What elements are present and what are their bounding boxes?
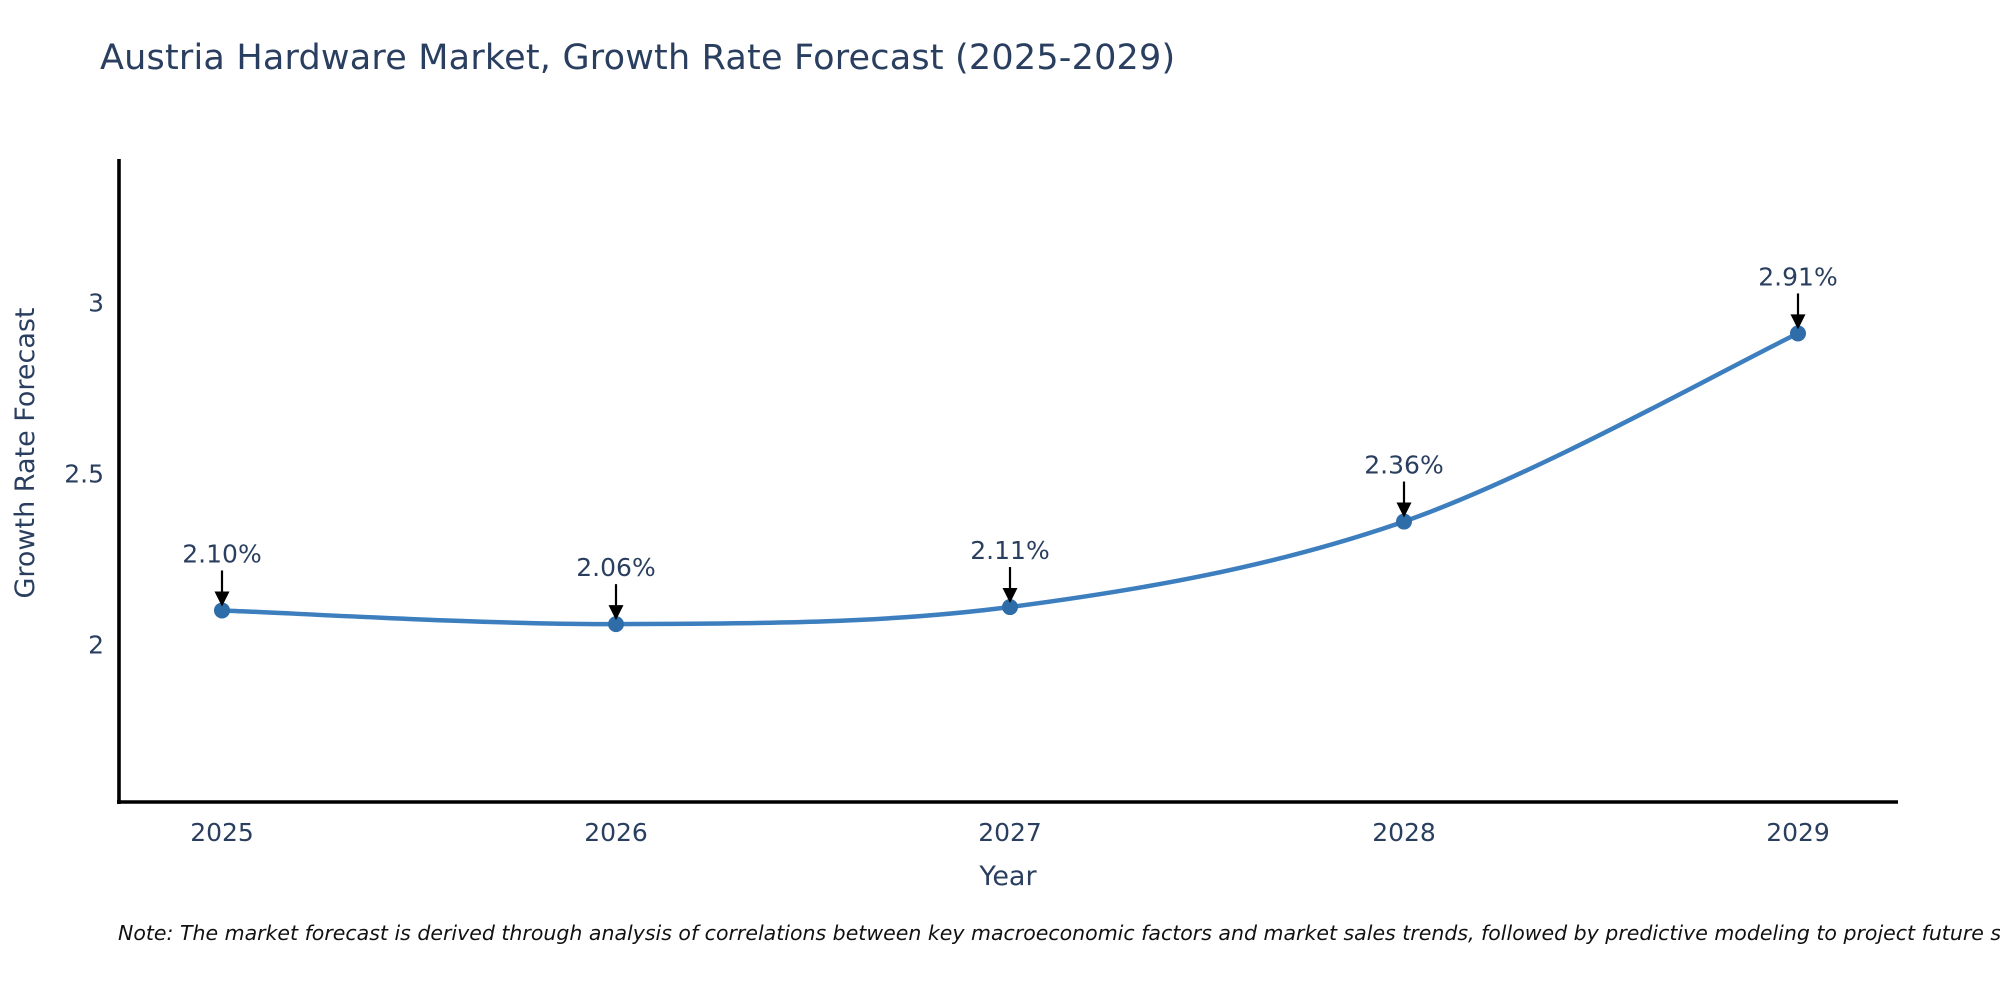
data-point-label: 2.36%	[1364, 451, 1443, 480]
data-point-label: 2.91%	[1758, 262, 1837, 291]
annotation-arrowhead	[1396, 502, 1412, 518]
data-point-label: 2.11%	[970, 536, 1049, 565]
x-tick-label: 2029	[1766, 818, 1830, 847]
x-tick-label: 2028	[1372, 818, 1436, 847]
x-tick-label: 2025	[190, 818, 254, 847]
data-point-2028[interactable]	[1396, 513, 1412, 530]
data-point-label: 2.06%	[576, 553, 655, 582]
annotation-arrowhead	[608, 605, 624, 621]
x-tick-label: 2027	[978, 818, 1042, 847]
annotation-arrowhead	[214, 591, 230, 607]
y-tick-label: 3	[88, 289, 104, 318]
data-point-2027[interactable]	[1002, 599, 1018, 616]
data-point-label: 2.10%	[182, 539, 261, 568]
data-point-2025[interactable]	[214, 602, 230, 619]
data-point-2029[interactable]	[1790, 325, 1806, 342]
footnote: Note: The market forecast is derived thr…	[118, 921, 2000, 945]
annotation-arrowhead	[1002, 588, 1018, 604]
x-tick-label: 2026	[584, 818, 648, 847]
y-tick-label: 2	[88, 631, 104, 660]
y-tick-label: 2.5	[64, 460, 104, 489]
data-point-2026[interactable]	[608, 616, 624, 633]
chart-title: Austria Hardware Market, Growth Rate For…	[100, 38, 1176, 78]
annotation-arrowhead	[1790, 314, 1806, 330]
x-axis-title: Year	[978, 861, 1037, 892]
y-axis-title: Growth Rate Forecast	[10, 307, 41, 598]
